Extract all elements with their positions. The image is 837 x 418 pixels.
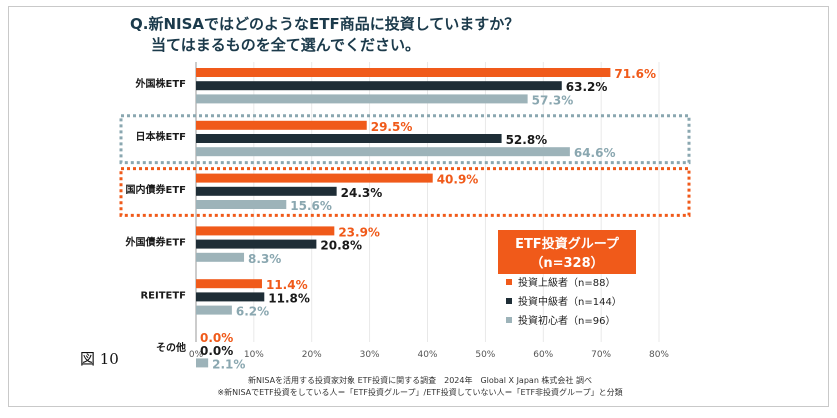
value-label: 6.2%	[236, 305, 269, 319]
bar	[196, 200, 287, 209]
value-label: 52.8%	[506, 133, 548, 147]
bar	[196, 239, 317, 249]
category-label: 外国株ETF	[135, 77, 186, 90]
value-label: 29.5%	[371, 120, 413, 134]
value-label: 63.2%	[566, 80, 608, 94]
legend-entry: 投資初心者（n=96）	[518, 314, 615, 327]
x-tick-label: 20%	[302, 350, 322, 360]
x-tick-label: 70%	[591, 350, 611, 360]
bar	[196, 94, 528, 104]
bar	[196, 358, 209, 368]
value-label: 11.4%	[266, 278, 308, 292]
x-tick-label: 40%	[417, 350, 437, 360]
legend-entry: 投資中級者（n=144）	[518, 295, 622, 308]
bar	[196, 81, 562, 91]
bar	[196, 120, 367, 130]
x-tick-label: 50%	[475, 350, 495, 360]
figure-frame	[8, 6, 829, 407]
bar	[196, 68, 611, 77]
legend: ETF投資グループ （n=328） 投資上級者（n=88） 投資中級者（n=144…	[498, 230, 636, 327]
legend-swatch	[506, 298, 512, 304]
category-label: その他	[156, 341, 186, 354]
legend-entry: 投資上級者（n=88）	[518, 276, 615, 289]
category-label: REITETF	[140, 290, 186, 301]
bar	[196, 134, 502, 143]
footnote-definition: ※新NISAでETF投資をしている人＝「ETF投資グループ」/ETF投資していな…	[217, 387, 622, 397]
value-label: 71.6%	[614, 67, 656, 81]
legend-title: ETF投資グループ	[515, 236, 620, 252]
x-tick-label: 60%	[533, 350, 553, 360]
value-label: 8.3%	[248, 252, 281, 266]
value-label: 11.8%	[268, 291, 310, 305]
legend-title-background	[498, 230, 636, 274]
bar	[196, 292, 265, 302]
bar	[196, 147, 570, 157]
chart-title: Q.新NISAではどのようなETF商品に投資していますか？	[130, 15, 519, 33]
value-label: 0.0%	[200, 331, 233, 345]
highlight-box	[119, 114, 691, 165]
chart-subtitle: 当てはまるものを全て選んでください。	[151, 36, 420, 54]
bar	[196, 252, 245, 262]
bar	[196, 173, 433, 183]
x-tick-label: 80%	[649, 350, 669, 360]
x-tick-label: 0%	[189, 350, 204, 360]
value-label: 0.0%	[200, 344, 233, 358]
highlight-box	[119, 167, 691, 217]
value-label: 64.6%	[574, 146, 616, 160]
x-tick-label: 10%	[244, 350, 264, 360]
bars	[196, 68, 611, 368]
bar	[196, 305, 232, 315]
value-label: 24.3%	[341, 186, 383, 200]
legend-n: （n=328）	[530, 255, 603, 271]
legend-swatch	[506, 317, 512, 323]
bar	[196, 279, 262, 289]
value-label: 15.6%	[290, 199, 332, 213]
x-tick-label: 30%	[360, 350, 380, 360]
value-label: 2.1%	[212, 357, 245, 371]
bar	[196, 186, 337, 196]
legend-items: 投資上級者（n=88） 投資中級者（n=144） 投資初心者（n=96）	[506, 276, 622, 327]
x-ticks: 0% 10% 20% 30% 40% 50% 60% 70% 80%	[189, 350, 670, 360]
value-labels: 71.6% 63.2%57.3% 29.5% 52.8% 64.6% 40.9% 24.3%…	[200, 67, 656, 371]
legend-swatch	[506, 279, 512, 285]
category-label: 外国債券ETF	[125, 236, 186, 249]
category-label: 国内債券ETF	[126, 183, 186, 196]
figure-label: 図 10	[80, 350, 119, 368]
value-label: 20.8%	[320, 239, 362, 253]
value-label: 40.9%	[437, 173, 479, 187]
highlight-boxes	[119, 114, 691, 217]
value-label: 57.3%	[532, 93, 574, 107]
category-labels: 外国株ETF 日本株ETF 国内債券ETF 外国債券ETF REITETF その他	[125, 77, 186, 354]
value-label: 23.9%	[338, 225, 380, 239]
category-label: 日本株ETF	[136, 130, 186, 143]
footnote-source: 新NISAを活用する投資家対象 ETF投資に関する調査 2024年 Global…	[248, 375, 592, 385]
bar	[196, 226, 335, 236]
